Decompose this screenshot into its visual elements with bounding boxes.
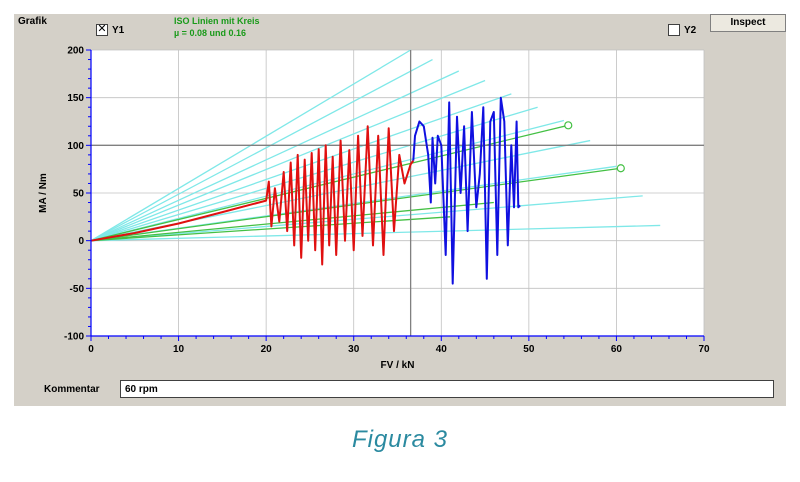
circle-marker: [564, 121, 573, 130]
reference-lines: [91, 50, 704, 336]
y2-checkbox[interactable]: [668, 24, 680, 36]
series-group: [90, 96, 521, 285]
y2-label: Y2: [684, 25, 697, 36]
iso-line: [90, 224, 661, 242]
iso-line: [90, 58, 433, 242]
chart: 0 10 20 30 40 50 60 70 -100 -50 0 50 100 150 200 FV / …: [38, 46, 710, 372]
y-axis-label: MA / Nm: [38, 173, 49, 213]
x-tick-label: 0: [88, 344, 94, 355]
series-blue: [412, 96, 521, 285]
x-tick-label: 50: [523, 344, 535, 355]
y-tick-label: 50: [73, 189, 85, 200]
x-tick-label: 30: [348, 344, 360, 355]
panel-title: Grafik: [18, 16, 47, 27]
circle-marker: [616, 164, 625, 173]
y-tick-label: -50: [70, 284, 85, 295]
y-tick-label: 200: [67, 46, 84, 57]
tick-labels: 0 10 20 30 40 50 60 70 -100 -50 0 50 100 150 200: [64, 46, 710, 356]
iso-line: [90, 93, 512, 242]
legend-line-2: µ = 0.08 und 0.16: [174, 28, 246, 38]
inspect-button[interactable]: Inspect: [710, 14, 786, 32]
friction-line: [90, 124, 569, 242]
x-tick-label: 60: [611, 344, 623, 355]
axes: [86, 49, 705, 341]
figure-caption: Figura 3: [351, 426, 449, 453]
x-tick-label: 40: [436, 344, 448, 355]
x-axis-label: FV / kN: [381, 360, 415, 371]
series-red: [90, 125, 415, 266]
y-tick-label: -100: [64, 332, 84, 343]
y-tick-label: 100: [67, 141, 84, 152]
x-tick-label: 10: [173, 344, 185, 355]
comment-input[interactable]: [120, 380, 774, 398]
x-tick-label: 70: [698, 344, 710, 355]
friction-line: [90, 216, 451, 242]
x-tick-label: 20: [261, 344, 273, 355]
y-tick-label: 150: [67, 93, 84, 104]
iso-line: [90, 195, 643, 242]
legend-line-1: ISO Linien mit Kreis: [174, 16, 260, 26]
iso-line: [90, 79, 486, 242]
iso-line: [90, 70, 460, 242]
y1-checkbox[interactable]: ✕: [96, 23, 108, 36]
comment-label: Kommentar: [44, 384, 100, 395]
y-tick-label: 0: [78, 236, 84, 247]
y1-label: Y1: [112, 25, 125, 36]
graph-panel: Grafik ✕ Y1 ISO Linien mit Kreis µ = 0.0…: [14, 14, 786, 406]
check-mark-icon: ✕: [97, 23, 107, 35]
